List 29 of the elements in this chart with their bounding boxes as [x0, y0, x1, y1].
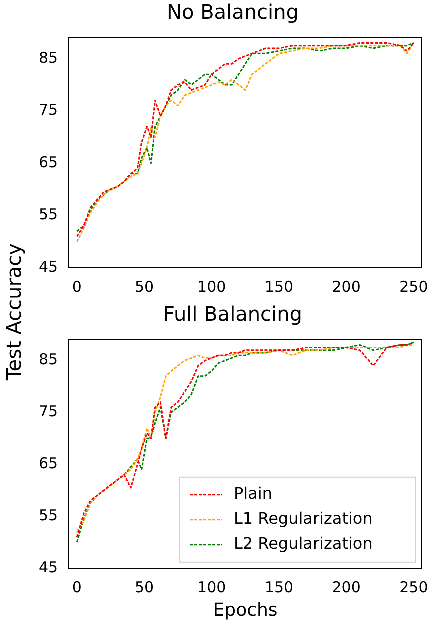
chart-title: Full Balancing [164, 302, 302, 326]
x-tick-label: 150 [264, 578, 294, 596]
y-tick-label: 85 [38, 48, 58, 67]
x-tick-label: 150 [264, 278, 294, 296]
legend-label: L2 Regularization [234, 534, 373, 554]
x-tick-label: 50 [134, 278, 154, 296]
legend-label: L1 Regularization [234, 509, 373, 528]
x-tick-label: 200 [332, 278, 361, 296]
y-tick-label: 45 [38, 558, 58, 576]
x-tick-label: 50 [134, 578, 154, 596]
x-tick-label: 250 [400, 578, 428, 596]
x-tick-label: 0 [72, 278, 82, 296]
y-tick-label: 45 [38, 258, 58, 276]
x-tick-label: 250 [400, 278, 428, 296]
y-tick-label: 55 [38, 506, 58, 524]
y-tick-label: 85 [38, 350, 58, 369]
x-axis-title: Epochs [213, 600, 278, 621]
y-tick-label: 75 [38, 101, 58, 120]
y-tick-label: 65 [38, 454, 58, 472]
x-tick-label: 0 [72, 578, 82, 596]
x-tick-label: 100 [198, 578, 226, 596]
y-tick-label: 55 [38, 206, 58, 224]
y-axis-title: Test Accuracy [2, 242, 26, 382]
x-tick-label: 100 [198, 278, 226, 296]
y-tick-label: 75 [38, 402, 58, 421]
x-tick-label: 200 [332, 578, 361, 596]
chart-title: No Balancing [167, 0, 299, 24]
legend-label: Plain [234, 484, 272, 504]
y-tick-label: 65 [38, 153, 58, 172]
